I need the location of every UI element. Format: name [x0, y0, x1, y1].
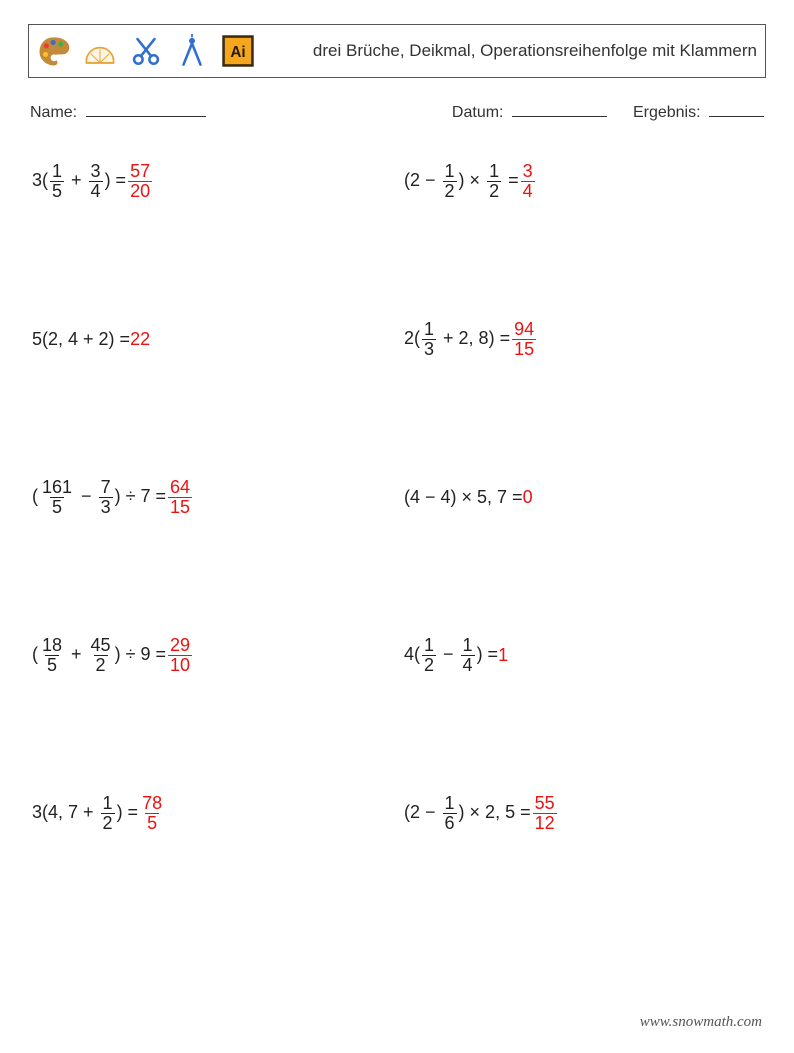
problem: (185 + 452) ÷ 9 = 2910: [32, 632, 394, 680]
problem-answer: 785: [138, 794, 166, 833]
problem: (4 − 4) × 5, 7 = 0: [404, 474, 766, 522]
problem-expression: (185 + 452) ÷ 9 =: [32, 636, 166, 675]
date-blank[interactable]: [512, 100, 607, 117]
worksheet-title: drei Brüche, Deikmal, Operationsreihenfo…: [255, 40, 757, 62]
palette-icon: [37, 34, 71, 68]
svg-text:Ai: Ai: [230, 44, 245, 61]
date-field: Datum:: [452, 100, 607, 122]
date-label: Datum:: [452, 104, 504, 121]
problem: (2 − 12) × 12 = 34: [404, 158, 766, 206]
problem-expression: (2 − 12) × 12 =: [404, 162, 519, 201]
problem-expression: (2 − 16) × 2, 5 =: [404, 794, 531, 833]
problem-answer: 0: [523, 487, 533, 508]
problem: 5(2, 4 + 2) = 22: [32, 316, 394, 364]
problem-expression: 4(12 − 14) =: [404, 636, 498, 675]
result-blank[interactable]: [709, 100, 764, 117]
problem-expression: 5(2, 4 + 2) =: [32, 329, 130, 350]
ai-badge-icon: Ai: [221, 34, 255, 68]
problem: (1615 − 73) ÷ 7 = 6415: [32, 474, 394, 522]
problem-answer: 5720: [126, 162, 154, 201]
problem-expression: 3(15 + 34) =: [32, 162, 126, 201]
footer-url: www.snowmath.com: [640, 1014, 762, 1031]
name-label: Name:: [30, 104, 77, 121]
problems-grid: 3(15 + 34) = 5720(2 − 12) × 12 = 345(2, …: [28, 158, 766, 838]
problem-answer: 5512: [531, 794, 559, 833]
problem-answer: 34: [519, 162, 537, 201]
problem-answer: 9415: [510, 320, 538, 359]
scissors-icon: [129, 34, 163, 68]
problem-answer: 1: [498, 645, 508, 666]
worksheet-page: Ai drei Brüche, Deikmal, Operationsreihe…: [0, 0, 794, 1053]
problem: (2 − 16) × 2, 5 = 5512: [404, 790, 766, 838]
problem-answer: 22: [130, 329, 150, 350]
name-field: Name:: [30, 100, 452, 122]
meta-row: Name: Datum: Ergebnis:: [28, 100, 766, 122]
header-box: Ai drei Brüche, Deikmal, Operationsreihe…: [28, 24, 766, 78]
result-field: Ergebnis:: [633, 100, 764, 122]
name-blank[interactable]: [86, 100, 206, 117]
problem: 3(4, 7 + 12) = 785: [32, 790, 394, 838]
problem-expression: (4 − 4) × 5, 7 =: [404, 487, 523, 508]
result-label: Ergebnis:: [633, 104, 701, 121]
problem: 4(12 − 14) = 1: [404, 632, 766, 680]
protractor-icon: [83, 34, 117, 68]
problem-answer: 2910: [166, 636, 194, 675]
problem-answer: 6415: [166, 478, 194, 517]
problem: 3(15 + 34) = 5720: [32, 158, 394, 206]
problem-expression: (1615 − 73) ÷ 7 =: [32, 478, 166, 517]
problem-expression: 3(4, 7 + 12) =: [32, 794, 138, 833]
compass-icon: [175, 34, 209, 68]
problem-expression: 2(13 + 2, 8) =: [404, 320, 510, 359]
icon-row: Ai: [37, 34, 255, 68]
problem: 2(13 + 2, 8) = 9415: [404, 316, 766, 364]
